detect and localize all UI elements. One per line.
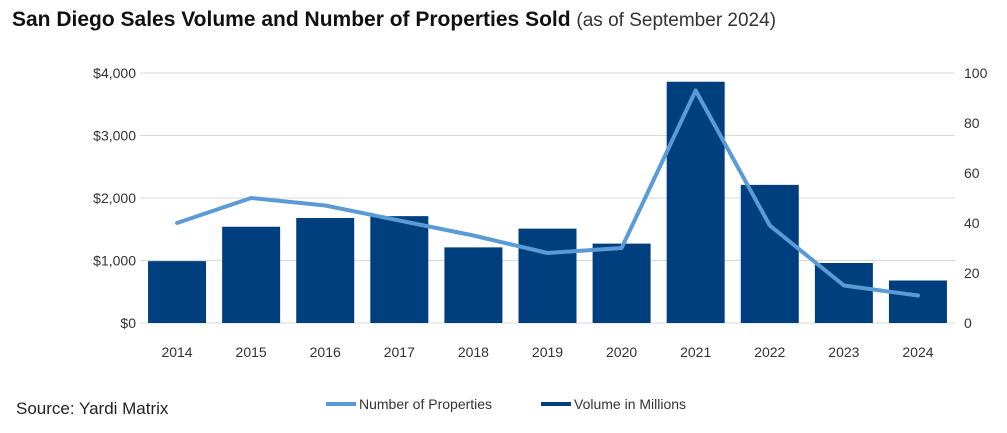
- x-tick-label: 2017: [384, 344, 415, 360]
- x-tick-label: 2024: [902, 344, 933, 360]
- y-left-tick-label: $0: [120, 315, 136, 331]
- bar-volume-2024: [888, 280, 947, 323]
- chart-title-subtitle: (as of September 2024): [576, 10, 777, 31]
- y-left-tick-label: $1,000: [93, 253, 136, 269]
- y-right-tick-label: 40: [964, 215, 980, 231]
- bar-volume-2016: [296, 218, 355, 323]
- point-properties-2022: [769, 225, 771, 226]
- legend-label: Number of Properties: [359, 396, 492, 412]
- x-tick-label: 2022: [754, 344, 785, 360]
- x-tick-label: 2019: [532, 344, 563, 360]
- bar-volume-2017: [370, 216, 429, 323]
- x-tick-label: 2014: [161, 344, 192, 360]
- point-properties-2018: [472, 235, 474, 236]
- x-tick-label: 2015: [236, 344, 267, 360]
- bar-volume-2021: [666, 81, 725, 323]
- y-right-tick-label: 20: [964, 265, 980, 281]
- point-properties-2017: [398, 220, 400, 221]
- bar-volume-2019: [518, 228, 577, 323]
- legend-label: Volume in Millions: [574, 396, 686, 412]
- bar-volume-2018: [444, 247, 503, 323]
- bar-volume-2023: [814, 263, 873, 323]
- point-properties-2019: [547, 252, 548, 254]
- point-properties-2014: [176, 222, 178, 224]
- bar-volume-2015: [222, 226, 281, 323]
- y-right-tick-label: 100: [964, 65, 988, 81]
- x-tick-label: 2018: [458, 344, 489, 360]
- y-right-tick-label: 80: [964, 115, 980, 131]
- bar-volume-2014: [148, 261, 207, 323]
- point-properties-2021: [695, 90, 697, 91]
- x-tick-label: 2021: [680, 344, 711, 360]
- point-properties-2020: [621, 247, 623, 249]
- bar-volume-2022: [740, 184, 799, 323]
- point-properties-2016: [324, 205, 326, 206]
- point-properties-2024: [917, 295, 919, 296]
- chart-title: San Diego Sales Volume and Number of Pro…: [12, 8, 776, 32]
- y-left-tick-label: $3,000: [93, 128, 136, 144]
- y-right-tick-label: 0: [964, 315, 972, 331]
- source-note: Source: Yardi Matrix: [16, 399, 169, 418]
- point-properties-2015: [250, 197, 252, 199]
- y-left-tick-label: $4,000: [93, 65, 136, 81]
- chart-title-main: San Diego Sales Volume and Number of Pro…: [12, 8, 571, 31]
- x-tick-label: 2023: [828, 344, 859, 360]
- x-tick-label: 2016: [310, 344, 341, 360]
- point-properties-2023: [843, 285, 845, 286]
- x-tick-label: 2020: [606, 344, 637, 360]
- bar-volume-2020: [592, 243, 651, 323]
- y-right-tick-label: 60: [964, 165, 980, 181]
- y-left-tick-label: $2,000: [93, 190, 136, 206]
